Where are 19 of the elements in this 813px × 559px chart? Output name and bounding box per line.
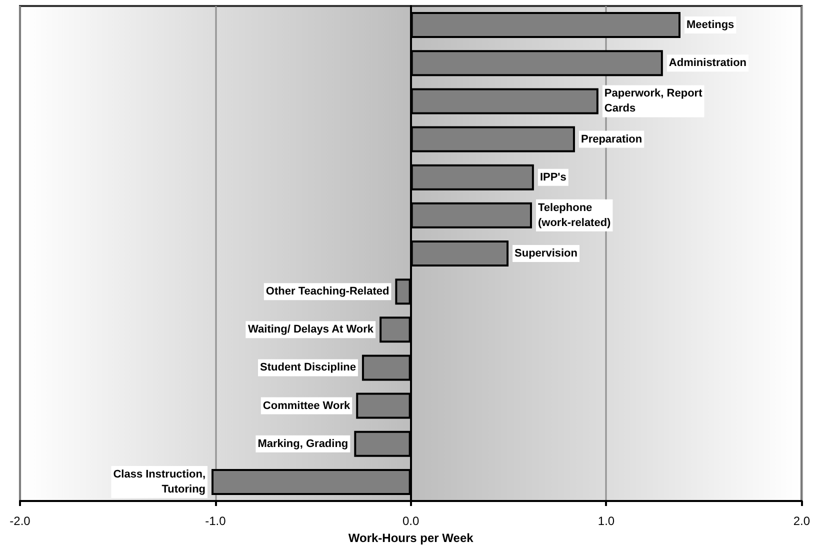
x-tick-label: 0.0 — [402, 514, 420, 528]
y-tick-label: Supervision — [514, 248, 578, 260]
x-axis-title: Work-Hours per Week — [348, 530, 474, 545]
y-tick-label: Paperwork, Report Cards — [604, 88, 703, 115]
y-tick-label: Waiting/ Delays At Work — [248, 324, 374, 336]
x-tick-label: -2.0 — [10, 514, 31, 528]
y-tick-label: Other Teaching-Related — [266, 286, 390, 298]
y-tick-label: IPP's — [540, 171, 566, 184]
x-tick-label: 1.0 — [598, 514, 615, 528]
y-tick-label: Marking, Grading — [258, 438, 348, 450]
x-tick-label: -1.0 — [205, 514, 226, 528]
y-tick-label: Preparation — [580, 133, 642, 146]
y-tick-label: Class Instruction, Tutoring — [113, 468, 206, 496]
y-tick-label: Administration — [668, 57, 747, 70]
y-tick-label: Student Discipline — [260, 362, 356, 374]
x-tick-label: 2.0 — [793, 514, 810, 528]
y-tick-label: Committee Work — [262, 400, 351, 412]
y-tick-label: Meetings — [686, 19, 734, 32]
y-tick-label: Telephone (work-related) — [538, 202, 612, 229]
